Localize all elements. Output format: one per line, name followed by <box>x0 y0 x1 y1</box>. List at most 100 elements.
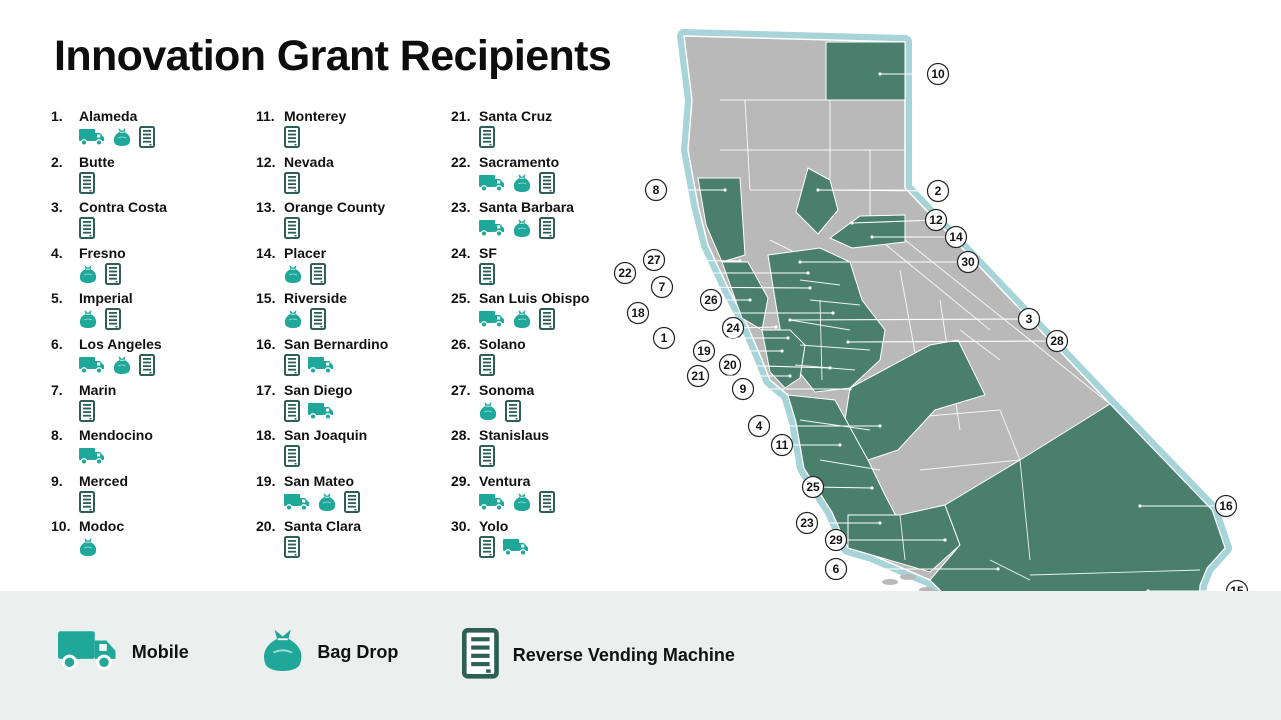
callout-badge <box>1214 494 1238 518</box>
recipient-entry: 15. Riverside <box>256 290 456 336</box>
bag-icon <box>513 217 531 239</box>
recipient-number: 16. <box>256 336 276 352</box>
bag-icon <box>113 126 131 148</box>
bag-icon <box>479 400 497 422</box>
legend-item-vending: Reverse Vending Machine <box>462 628 735 684</box>
callout-2: 2 <box>816 179 950 203</box>
county-border <box>959 329 1001 361</box>
callout-leader-line <box>817 189 939 192</box>
vending-icon <box>505 399 521 422</box>
callout-dot <box>774 325 778 329</box>
recipient-entry: 20. Santa Clara <box>256 518 456 564</box>
recipient-number: 1. <box>51 108 63 124</box>
recipient-icons <box>284 354 334 376</box>
callout-dot <box>1138 504 1142 508</box>
callout-6: 6 <box>824 557 1000 581</box>
callout-3: 3 <box>788 307 1041 331</box>
callout-dot <box>848 387 852 391</box>
recipient-entry: 7. Marin <box>51 382 251 428</box>
recipient-name-sf: SF <box>479 244 497 261</box>
county-butte <box>795 167 839 235</box>
recipient-number: 13. <box>256 199 276 216</box>
callout-26: 26 <box>699 288 752 312</box>
recipient-entry: 13. Orange County <box>256 199 456 245</box>
recipient-icons <box>284 536 300 559</box>
recipient-number: 10. <box>51 518 71 535</box>
vending-icon <box>105 308 121 331</box>
recipient-number: 11. <box>256 108 275 124</box>
callout-29: 29 <box>824 528 947 552</box>
recipient-name-butte: Butte <box>79 153 115 170</box>
recipient-number: 9. <box>51 472 63 489</box>
county-border <box>789 319 851 331</box>
callout-dot <box>748 298 752 302</box>
truck-icon <box>308 356 334 374</box>
vending-icon <box>284 126 300 148</box>
truck-icon <box>479 219 505 238</box>
truck-icon <box>79 356 105 374</box>
recipient-number: 28. <box>451 427 471 444</box>
callout-badge <box>626 301 650 325</box>
bag-icon <box>284 263 302 285</box>
callout-dot <box>788 318 792 322</box>
county-border <box>1019 459 1031 561</box>
truck-icon <box>479 493 505 511</box>
bag-icon <box>513 172 531 194</box>
callout-leader-line <box>729 364 831 369</box>
vending-icon <box>284 536 300 559</box>
callout-dot <box>786 336 790 340</box>
recipient-name-mendocino: Mendocino <box>79 427 153 444</box>
callout-badge <box>650 275 674 299</box>
callout-23: 23 <box>795 511 882 535</box>
callout-badge <box>926 179 950 203</box>
recipient-name-stanislaus: Stanislaus <box>479 427 550 444</box>
legend-item-mobile: Mobile <box>58 629 189 675</box>
callout-number: 18 <box>631 306 645 320</box>
callout-18: 18 <box>626 301 835 325</box>
recipient-icons <box>284 262 326 285</box>
callout-number: 27 <box>647 253 661 267</box>
callout-badge <box>944 225 968 249</box>
recipient-entry: 1. Alameda <box>51 108 251 154</box>
truck-icon <box>479 310 505 329</box>
county-border <box>899 514 906 561</box>
recipient-number: 14. <box>256 244 276 261</box>
county-border <box>744 99 751 191</box>
county-border <box>809 299 861 306</box>
callout-dot <box>996 567 1000 571</box>
recipient-number: 4. <box>51 244 63 261</box>
legend-label-vending: Reverse Vending Machine <box>512 645 735 666</box>
recipient-entry: 11. Monterey <box>256 108 456 154</box>
callout-leader-line <box>847 340 1058 343</box>
page-title: Innovation Grant Recipients <box>54 32 612 80</box>
recipient-entry: 27. Sonoma <box>451 382 651 428</box>
recipient-icons <box>79 536 97 558</box>
callout-25: 25 <box>801 475 874 499</box>
recipient-entry: 8. Mendocino <box>51 427 251 473</box>
callout-badge <box>770 433 794 457</box>
callout-8: 8 <box>644 178 727 202</box>
island <box>900 574 916 580</box>
callout-dot <box>870 235 874 239</box>
vending-icon <box>344 490 360 513</box>
recipient-number: 15. <box>256 290 276 307</box>
recipient-name-alameda: Alameda <box>79 108 138 124</box>
vending-icon <box>79 490 95 513</box>
recipient-entry: 10. Modoc <box>51 518 251 564</box>
callout-19: 19 <box>692 339 784 363</box>
callout-badge <box>1017 307 1041 331</box>
bag-icon <box>513 308 531 330</box>
recipient-name-imperial: Imperial <box>79 290 133 307</box>
callout-badge <box>824 528 848 552</box>
recipient-icons <box>79 171 95 194</box>
county-border <box>919 459 1021 471</box>
recipient-name-sonoma: Sonoma <box>479 381 535 398</box>
recipient-entry: 21. Santa Cruz <box>451 108 651 154</box>
recipient-number: 8. <box>51 427 63 444</box>
callout-dot <box>780 349 784 353</box>
recipient-name-sacramento: Sacramento <box>479 153 560 170</box>
vending-icon <box>310 262 326 285</box>
recipient-name-san-mateo: San Mateo <box>284 472 355 489</box>
callout-14: 14 <box>870 225 968 249</box>
